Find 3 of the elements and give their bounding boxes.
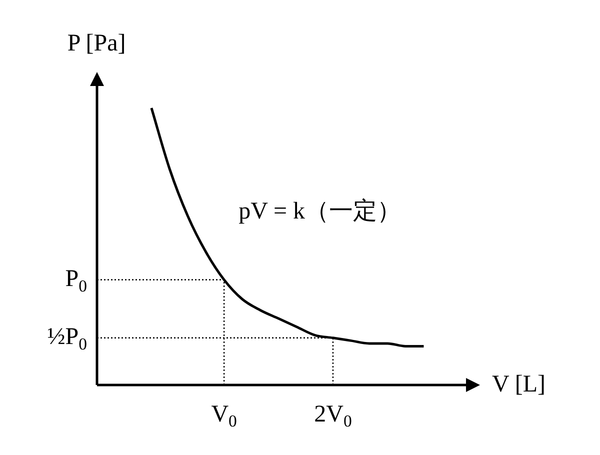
- y-axis-title: P [Pa]: [67, 30, 126, 56]
- x-axis-title: V [L]: [492, 371, 546, 398]
- annotation: pV = k（一定）: [238, 197, 402, 224]
